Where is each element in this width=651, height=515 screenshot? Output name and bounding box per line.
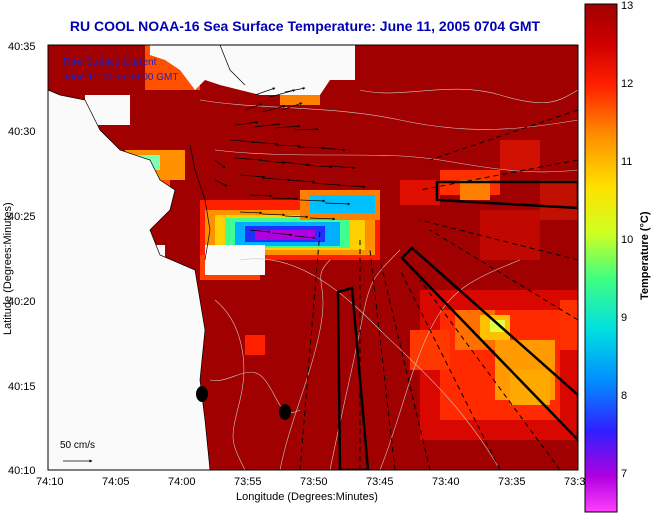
x-tick: 73:40 [432,476,460,488]
map-title: RU COOL NOAA-16 Sea Surface Temperature:… [69,18,541,34]
y-tick: 40:15 [8,381,36,393]
scale-label: 50 cm/s [60,440,95,451]
overlay-line2: June 11, 2005 06:00 GMT [63,72,178,83]
y-tick: 40:25 [8,211,36,223]
x-tick: 74:05 [102,476,130,488]
land-mask [48,45,355,470]
colorbar-tick: 12 [621,78,633,90]
y-tick: 40:35 [8,41,36,53]
colorbar-tick: 13 [621,0,633,12]
transect-lines [299,109,578,470]
x-tick: 73:50 [300,476,328,488]
overlay-line1: Raw Surface Current [63,57,157,68]
study-boxes [336,180,578,470]
station-marker [279,404,291,420]
y-axis-label: Latitude (Degrees:Minutes) [2,202,14,335]
surface-current-vectors [214,87,366,240]
station-marker [196,386,208,402]
colorbar-tick: 10 [621,234,633,246]
y-tick: 40:30 [8,126,36,138]
colorbar-tick: 9 [621,312,627,324]
y-axis: 40:35 40:30 40:25 40:20 40:15 40:10 Lati… [2,41,36,477]
plot-frame [47,44,579,471]
x-axis-label: Longitude (Degrees:Minutes) [236,491,378,503]
colorbar: 13 12 11 10 9 8 7 Temperature (°C) [584,0,651,513]
y-tick: 40:10 [8,465,36,477]
colorbar-tick: 8 [621,390,627,402]
x-tick: 73:55 [234,476,262,488]
colorbar-tick: 7 [621,468,627,480]
plot-area [48,45,578,470]
x-tick: 73:35 [498,476,526,488]
x-tick: 74:00 [168,476,196,488]
x-tick: 73:45 [366,476,394,488]
x-tick: 74:10 [36,476,64,488]
y-tick: 40:20 [8,296,36,308]
sst-patches [245,140,578,440]
x-axis: 74:10 74:05 74:00 73:55 73:50 73:45 73:4… [36,476,585,503]
colorbar-ramp [584,3,618,513]
x-tick: 73:3 [564,476,585,488]
colorbar-tick: 11 [621,156,632,168]
colorbar-label: Temperature (°C) [639,211,651,300]
